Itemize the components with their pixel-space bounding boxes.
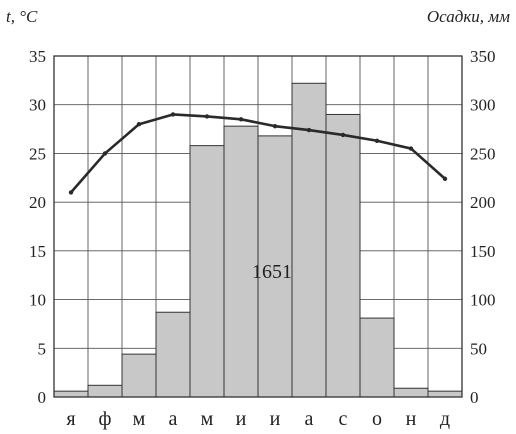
temperature-point-2 (102, 151, 108, 156)
month-label-9: с (339, 408, 348, 430)
temperature-point-9 (340, 132, 346, 138)
left-tick-label: 20 (29, 193, 46, 212)
temperature-point-3 (136, 122, 142, 127)
precipitation-bar-12 (427, 390, 463, 398)
month-label-1: я (66, 408, 75, 430)
temperature-point-8 (306, 127, 312, 133)
total-precipitation-label: 1651 (252, 261, 292, 283)
left-tick-label: 35 (29, 47, 46, 66)
right-tick-label: 300 (470, 96, 496, 115)
right-tick-label: 250 (470, 144, 496, 163)
right-tick-label: 350 (470, 47, 496, 66)
left-axis-ticks: 0 5 10 15 20 25 30 35 (29, 47, 46, 407)
precipitation-bar-5 (189, 145, 225, 398)
month-label-8: а (305, 408, 314, 430)
precipitation-bar-2 (87, 384, 123, 398)
precipitation-bar-7 (257, 135, 293, 398)
temperature-line (68, 112, 448, 195)
left-tick-label: 30 (29, 96, 46, 115)
month-label-3: м (133, 408, 146, 430)
temperature-point-5 (204, 114, 210, 119)
precipitation-bar-9 (325, 113, 361, 398)
precipitation-bar-11 (393, 387, 429, 398)
precipitation-bar-6 (223, 125, 259, 398)
temperature-point-1 (68, 190, 74, 195)
temperature-point-4 (170, 112, 176, 117)
month-label-12: д (440, 408, 450, 430)
month-label-11: н (406, 408, 417, 430)
precipitation-bar-10 (359, 317, 395, 398)
right-tick-label: 200 (470, 193, 496, 212)
precipitation-bar-1 (53, 390, 89, 398)
left-tick-label: 25 (29, 144, 46, 163)
right-tick-label: 50 (470, 339, 487, 358)
left-tick-label: 15 (29, 242, 46, 261)
right-axis-ticks: 0 50 100 150 200 250 300 350 (470, 47, 496, 407)
right-axis-title: Осадки, мм (427, 7, 510, 26)
temperature-point-10 (374, 138, 380, 143)
month-label-2: ф (99, 408, 112, 430)
left-axis-title: t, °C (6, 7, 38, 26)
temperature-polyline (70, 113, 446, 194)
precipitation-bars (53, 82, 463, 398)
month-label-4: а (169, 408, 178, 430)
month-label-5: м (201, 408, 214, 430)
month-label-10: о (372, 408, 382, 430)
month-label-6: и (236, 408, 247, 430)
precipitation-bar-3 (121, 353, 157, 398)
temperature-point-12 (442, 176, 448, 181)
temperature-point-6 (238, 117, 244, 122)
temperature-point-11 (408, 146, 414, 151)
temperature-point-7 (272, 123, 278, 129)
left-tick-label: 0 (38, 388, 47, 407)
plot-frame (53, 55, 463, 398)
left-tick-label: 10 (29, 291, 46, 310)
precipitation-bar-4 (155, 311, 191, 398)
month-label-7: и (270, 408, 281, 430)
right-tick-label: 0 (470, 388, 479, 407)
left-tick-label: 5 (38, 339, 47, 358)
precipitation-bar-8 (291, 82, 327, 398)
right-tick-label: 100 (470, 291, 496, 310)
right-tick-label: 150 (470, 242, 496, 261)
